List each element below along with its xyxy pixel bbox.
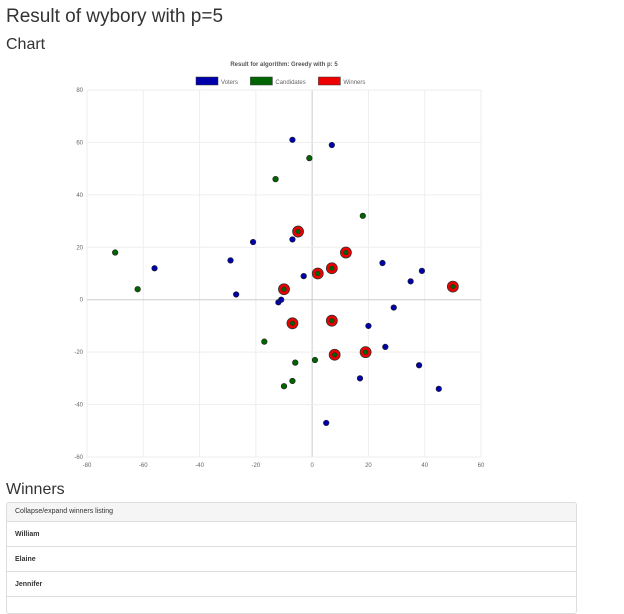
y-tick-label: -40 — [74, 403, 83, 409]
voter-point — [289, 136, 296, 143]
candidate-point — [359, 212, 366, 219]
chart-title: Result for algorithm: Greedy with p: 5 — [230, 62, 338, 68]
candidate-point — [292, 359, 299, 366]
voter-point — [435, 385, 442, 392]
winners-panel: Collapse/expand winners listing William … — [6, 502, 577, 614]
candidate-point — [112, 249, 119, 256]
x-tick-label: -80 — [83, 463, 92, 469]
voter-point — [227, 257, 234, 264]
x-tick-label: 60 — [478, 463, 485, 469]
winner-point-center — [289, 320, 295, 326]
candidate-point — [289, 377, 296, 385]
candidate-point — [272, 176, 279, 183]
voter-point — [328, 141, 335, 149]
chart-heading: Chart — [6, 36, 46, 53]
legend-swatch — [318, 76, 341, 86]
x-tick-label: -20 — [252, 463, 261, 469]
voter-point — [249, 238, 257, 246]
voter-point — [407, 278, 414, 285]
candidate-point — [311, 356, 319, 364]
winner-point-center — [343, 249, 349, 256]
voter-point — [356, 375, 364, 382]
winner-point-center — [332, 352, 338, 358]
y-tick-label: 20 — [76, 245, 83, 251]
winner-point-center — [315, 270, 321, 277]
y-tick-label: -60 — [74, 455, 83, 461]
winner-point-center — [295, 229, 301, 235]
y-tick-label: 60 — [76, 140, 83, 146]
voter-point — [151, 265, 158, 272]
voter-point — [300, 273, 307, 280]
voter-point — [390, 304, 397, 311]
candidate-point — [280, 383, 288, 390]
voter-point — [418, 267, 426, 274]
candidate-point — [134, 286, 141, 293]
winner-point-center — [281, 286, 287, 292]
legend-swatch — [250, 76, 273, 86]
voter-point — [382, 343, 389, 351]
voter-point — [323, 419, 330, 427]
winner-item: Elaine — [7, 547, 576, 572]
winner-point-center — [329, 318, 335, 324]
legend-label: Voters — [221, 80, 238, 86]
x-tick-label: 20 — [365, 463, 372, 469]
legend-label: Candidates — [275, 80, 305, 86]
winner-point-center — [363, 349, 369, 355]
legend-label: Winners — [343, 80, 365, 86]
winner-point-center — [450, 284, 456, 290]
voter-point — [415, 362, 423, 369]
winner-point-center — [329, 265, 335, 271]
voter-point — [278, 296, 285, 303]
voter-point — [365, 322, 372, 330]
voter-point — [379, 259, 386, 267]
candidate-point — [306, 155, 313, 162]
y-tick-label: 0 — [80, 298, 84, 304]
winners-list: William Elaine Jennifer — [7, 522, 576, 597]
x-tick-label: 0 — [310, 463, 314, 469]
x-tick-label: -60 — [139, 463, 148, 469]
y-tick-label: -20 — [74, 350, 83, 356]
candidate-point — [261, 338, 268, 345]
winners-toggle[interactable]: Collapse/expand winners listing — [7, 503, 576, 522]
page-title: Result of wybory with p=5 — [6, 6, 224, 27]
x-tick-label: -40 — [195, 463, 204, 469]
winners-heading: Winners — [6, 481, 65, 498]
voter-point — [233, 291, 240, 298]
y-tick-label: 40 — [76, 193, 83, 199]
x-tick-label: 40 — [421, 463, 428, 469]
legend-swatch — [195, 76, 219, 86]
winner-item: Jennifer — [7, 572, 576, 597]
y-tick-label: 80 — [76, 88, 83, 94]
winner-item: William — [7, 522, 576, 547]
scatter-chart: Result for algorithm: Greedy with p: 5 Vo… — [74, 62, 485, 469]
voter-point — [289, 236, 296, 243]
